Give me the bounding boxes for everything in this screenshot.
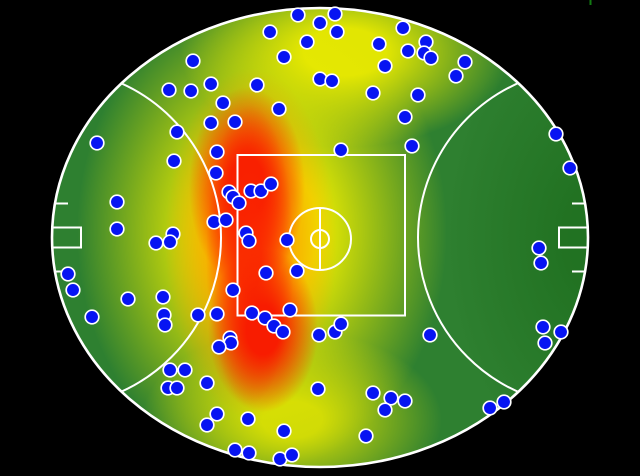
data-point bbox=[203, 76, 219, 92]
data-point bbox=[423, 50, 439, 66]
data-point bbox=[535, 319, 551, 335]
data-point bbox=[162, 362, 178, 378]
data-point bbox=[276, 423, 292, 439]
data-point bbox=[162, 234, 178, 250]
data-point bbox=[282, 302, 298, 318]
data-point bbox=[190, 307, 206, 323]
data-point bbox=[227, 442, 243, 458]
data-point bbox=[89, 135, 105, 151]
data-point bbox=[533, 255, 549, 271]
data-point bbox=[496, 394, 512, 410]
data-point bbox=[333, 316, 349, 332]
data-point bbox=[148, 235, 164, 251]
centre-square bbox=[236, 154, 406, 317]
data-point bbox=[371, 36, 387, 52]
data-point bbox=[271, 101, 287, 117]
data-point bbox=[231, 195, 247, 211]
data-point bbox=[169, 124, 185, 140]
fifty-metre-arc bbox=[52, 67, 222, 408]
data-point bbox=[276, 49, 292, 65]
data-point bbox=[249, 77, 265, 93]
data-point bbox=[358, 428, 374, 444]
data-point bbox=[244, 305, 260, 321]
data-point bbox=[329, 24, 345, 40]
data-point bbox=[365, 385, 381, 401]
data-point bbox=[397, 109, 413, 125]
data-point bbox=[324, 73, 340, 89]
data-point bbox=[365, 85, 381, 101]
data-point bbox=[225, 282, 241, 298]
data-point bbox=[312, 15, 328, 31]
data-point bbox=[397, 393, 413, 409]
data-point bbox=[410, 87, 426, 103]
data-point bbox=[553, 324, 569, 340]
data-point bbox=[422, 327, 438, 343]
data-point bbox=[169, 380, 185, 396]
data-point bbox=[482, 400, 498, 416]
data-point bbox=[199, 375, 215, 391]
data-point bbox=[109, 194, 125, 210]
data-point bbox=[211, 339, 227, 355]
data-point bbox=[537, 335, 553, 351]
data-point bbox=[84, 309, 100, 325]
data-point bbox=[311, 327, 327, 343]
data-point bbox=[333, 142, 349, 158]
data-point bbox=[404, 138, 420, 154]
data-point bbox=[262, 24, 278, 40]
data-point bbox=[209, 144, 225, 160]
data-point bbox=[240, 411, 256, 427]
data-point bbox=[310, 381, 326, 397]
data-point bbox=[157, 317, 173, 333]
data-point bbox=[109, 221, 125, 237]
data-point bbox=[241, 233, 257, 249]
data-point bbox=[166, 153, 182, 169]
data-point bbox=[531, 240, 547, 256]
data-point bbox=[208, 165, 224, 181]
goal-square bbox=[52, 226, 82, 249]
data-point bbox=[263, 176, 279, 192]
heat-blob bbox=[445, 8, 588, 467]
boundary-line bbox=[50, 6, 590, 469]
centre-markings bbox=[50, 6, 590, 469]
data-point bbox=[279, 232, 295, 248]
data-point bbox=[203, 115, 219, 131]
data-point bbox=[209, 306, 225, 322]
data-point bbox=[161, 82, 177, 98]
data-point bbox=[60, 266, 76, 282]
data-point bbox=[289, 263, 305, 279]
scatter-layer bbox=[60, 6, 578, 467]
data-point bbox=[258, 265, 274, 281]
data-point bbox=[199, 417, 215, 433]
data-point bbox=[327, 6, 343, 22]
data-point bbox=[241, 445, 257, 461]
data-point bbox=[548, 126, 564, 142]
data-point bbox=[65, 282, 81, 298]
data-point bbox=[177, 362, 193, 378]
data-point bbox=[400, 43, 416, 59]
data-point bbox=[395, 20, 411, 36]
data-point bbox=[284, 447, 300, 463]
data-point bbox=[120, 291, 136, 307]
data-point bbox=[227, 114, 243, 130]
data-point bbox=[377, 58, 393, 74]
data-point bbox=[275, 324, 291, 340]
data-point bbox=[383, 390, 399, 406]
data-point bbox=[457, 54, 473, 70]
data-point bbox=[218, 212, 234, 228]
data-point bbox=[377, 402, 393, 418]
data-point bbox=[448, 68, 464, 84]
data-point bbox=[155, 289, 171, 305]
data-point bbox=[209, 406, 225, 422]
data-point bbox=[299, 34, 315, 50]
goal-square bbox=[558, 226, 588, 249]
data-point bbox=[290, 7, 306, 23]
data-point bbox=[185, 53, 201, 69]
data-point bbox=[562, 160, 578, 176]
data-point bbox=[215, 95, 231, 111]
data-point bbox=[183, 83, 199, 99]
